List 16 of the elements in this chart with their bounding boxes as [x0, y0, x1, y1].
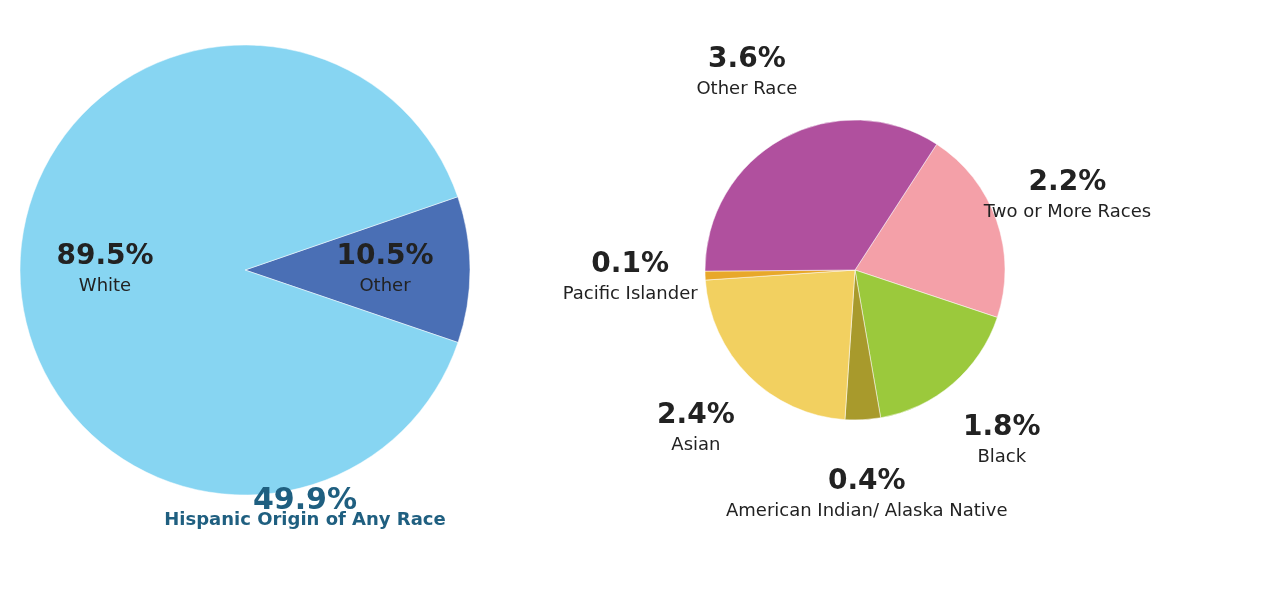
data-label: 2.4% — [657, 397, 735, 431]
slice-label: White — [78, 274, 132, 296]
data-label: 0.1% — [591, 246, 669, 280]
data-label: 1.8% — [962, 408, 1041, 442]
slice-label: Two or More Races — [982, 199, 1152, 221]
data-label: 89.5% — [56, 238, 154, 272]
data-label: 3.6% — [708, 40, 786, 74]
data-label: 0.4% — [827, 462, 906, 496]
slice-label: Asian — [671, 433, 721, 455]
slice-label: Pacific Islander — [562, 282, 699, 304]
data-label: 10.5% — [336, 237, 434, 271]
data-label: 2.2% — [1028, 163, 1107, 197]
slice-label: Other — [359, 273, 412, 295]
slice-label: Black — [977, 444, 1027, 466]
slice-label: American Indian/ Alaska Native — [725, 498, 1008, 520]
slice-label: Other Race — [696, 76, 798, 98]
